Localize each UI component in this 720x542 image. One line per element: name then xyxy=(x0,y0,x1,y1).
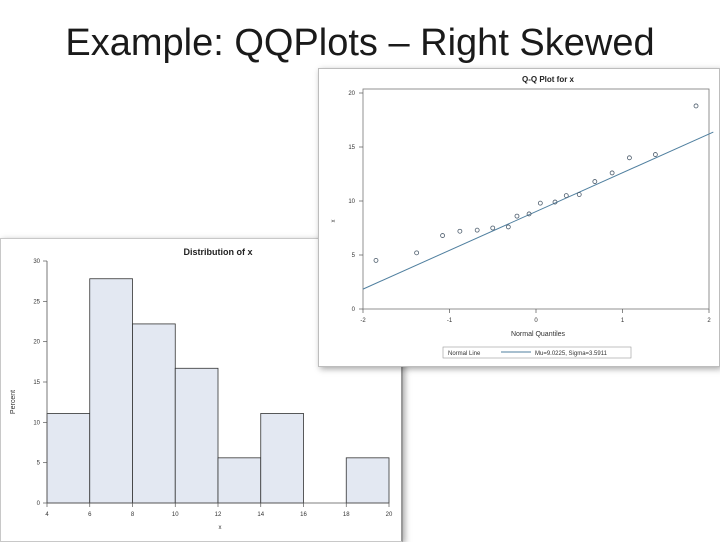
qq-data-point xyxy=(576,192,582,197)
x-tick-label: 6 xyxy=(88,512,92,518)
histogram-bar xyxy=(260,413,304,504)
qq-data-point xyxy=(373,257,379,263)
histogram-bar xyxy=(174,367,219,504)
qq-data-point xyxy=(693,103,699,109)
qq-data-point xyxy=(505,224,511,230)
x-tick-label: 1 xyxy=(621,318,625,324)
x-axis-label: x xyxy=(219,525,222,531)
histogram-bar xyxy=(46,413,91,504)
qq-data-point xyxy=(457,228,463,234)
x-tick-label: 0 xyxy=(534,318,538,324)
x-tick-label: 14 xyxy=(257,512,264,518)
qq-data-point xyxy=(592,179,598,184)
histogram-bar xyxy=(132,323,176,504)
x-axis-label: Normal Quantiles xyxy=(511,331,566,338)
histogram-bar xyxy=(217,457,262,504)
qq-title: Q-Q Plot for x xyxy=(522,75,575,84)
qq-data-point xyxy=(490,225,496,231)
qq-data-point xyxy=(552,199,558,205)
qq-plot-frame xyxy=(362,88,710,310)
y-tick-label: 20 xyxy=(33,340,40,346)
y-tick-label: 15 xyxy=(33,380,40,386)
y-tick-label: 5 xyxy=(37,461,41,467)
qq-plot-panel: Q-Q Plot for x 0 5 10 15 20 -2 -1 0 1 2 Normal Quan… xyxy=(318,68,720,367)
y-tick-label: 0 xyxy=(352,307,356,313)
x-tick-label: 12 xyxy=(215,512,222,518)
qq-legend-entry: Mu=9.0225, Sigma=3.5911 xyxy=(535,351,608,357)
qq-legend-label: Normal Line xyxy=(448,351,481,357)
histogram-bar xyxy=(345,457,390,504)
normal-reference-line xyxy=(362,131,714,290)
qq-data-point xyxy=(526,211,532,217)
y-axis-label: x xyxy=(331,220,337,223)
qq-data-point xyxy=(414,250,420,256)
x-tick-label: 20 xyxy=(386,512,393,518)
x-tick-label: 10 xyxy=(172,512,179,518)
qq-plot-chart: Q-Q Plot for x 0 5 10 15 20 -2 -1 0 1 2 Normal Quan… xyxy=(331,75,714,359)
histogram-bar xyxy=(89,278,133,504)
qq-data-point xyxy=(440,233,445,238)
y-tick-label: 15 xyxy=(348,145,355,151)
y-tick-label: 30 xyxy=(33,259,40,265)
qq-data-point xyxy=(609,170,615,176)
y-tick-label: 5 xyxy=(352,253,356,259)
x-tick-label: -2 xyxy=(360,318,366,324)
x-tick-label: -1 xyxy=(447,318,453,324)
histogram-title: Distribution of x xyxy=(184,247,253,257)
y-axis-label: Percent xyxy=(10,390,17,414)
y-tick-label: 25 xyxy=(33,299,40,305)
qq-data-point xyxy=(652,152,658,157)
qq-data-point xyxy=(514,213,520,219)
slide-title: Example: QQPlots – Right Skewed xyxy=(65,22,655,64)
y-tick-label: 0 xyxy=(37,501,41,507)
x-tick-label: 2 xyxy=(707,318,711,324)
y-tick-label: 10 xyxy=(33,420,40,426)
qq-data-point xyxy=(537,200,543,206)
qq-data-point xyxy=(563,193,569,198)
y-tick-label: 10 xyxy=(348,199,355,205)
qq-data-point xyxy=(474,227,480,233)
y-tick-label: 20 xyxy=(348,91,355,97)
qq-legend-frame xyxy=(442,346,632,359)
x-tick-label: 4 xyxy=(45,512,49,518)
histogram-chart: Distribution of x 0 5 10 15 20 25 30 4 6 8 10 12 14 16… xyxy=(10,247,393,531)
x-tick-label: 16 xyxy=(300,512,307,518)
x-tick-label: 8 xyxy=(131,512,135,518)
x-tick-label: 18 xyxy=(343,512,350,518)
qq-data-point xyxy=(627,155,632,161)
